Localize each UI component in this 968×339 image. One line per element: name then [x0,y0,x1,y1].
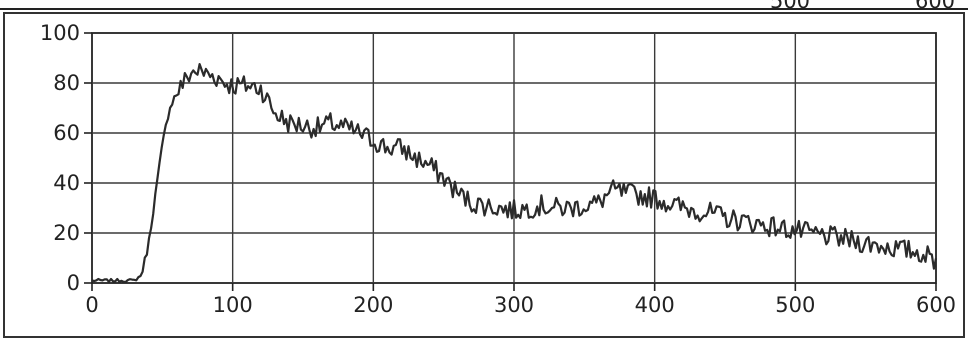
outer-frame [3,12,965,338]
top-edge-partial-label-1: 500 [770,0,810,13]
top-edge-partial-label-2: 600 [915,0,955,13]
x-axis-ticks: 0 100 200 300 400 500 600 [85,283,956,317]
x-tick-label-400: 400 [635,293,675,317]
series-layer [91,62,938,283]
x-tick-label-200: 200 [353,293,393,317]
y-tick-label-60: 60 [53,121,80,145]
y-tick-label-40: 40 [53,171,80,195]
x-tick-label-100: 100 [213,293,253,317]
x-tick-label-300: 300 [494,293,534,317]
x-tick-label-600: 600 [916,293,956,317]
x-tick-label-0: 0 [85,293,98,317]
series-line-0 [91,62,938,283]
y-tick-label-80: 80 [53,71,80,95]
y-tick-label-20: 20 [53,221,80,245]
y-tick-label-0: 0 [67,271,80,295]
y-tick-label-100: 100 [40,21,80,45]
y-axis-ticks: 0 20 40 60 80 100 [40,21,92,295]
x-tick-label-500: 500 [775,293,815,317]
